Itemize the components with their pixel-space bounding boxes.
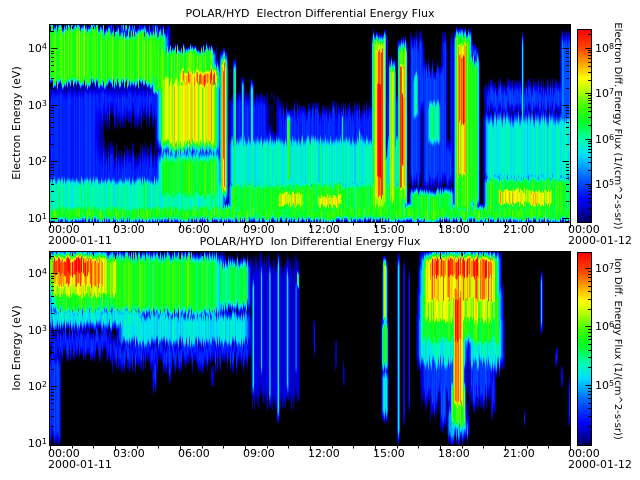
electron-colorbar (578, 30, 591, 222)
x-tick-label: 21:00 (503, 447, 535, 460)
ion-plot-title: POLAR/HYD Ion Differential Energy Flux (199, 235, 421, 248)
colorbar-tick-label: 105 (595, 177, 615, 191)
electron-colorbar-label: Electron Diff. Energy Flux (1/(cm^2-s-sr… (612, 22, 623, 230)
x-date-left: 2000-01-11 (48, 234, 112, 247)
x-tick-label: 12:00 (308, 447, 340, 460)
colorbar-tick-label: 106 (595, 320, 615, 334)
y-tick-label: 104 (27, 266, 47, 280)
x-tick-label: 21:00 (503, 223, 535, 236)
x-tick-label: 06:00 (178, 223, 210, 236)
x-tick-label: 09:00 (243, 223, 275, 236)
ion-spectrogram (50, 252, 570, 445)
x-tick-label: 15:00 (373, 447, 405, 460)
x-tick-label: 12:00 (308, 223, 340, 236)
colorbar-tick-label: 107 (595, 87, 615, 101)
x-date-right: 2000-01-12 (568, 234, 632, 247)
y-tick-label: 104 (27, 41, 47, 55)
y-tick-label: 101 (27, 212, 47, 225)
x-tick-label: 03:00 (113, 447, 145, 460)
electron-spectrogram (50, 25, 570, 222)
x-date-left: 2000-01-11 (48, 458, 112, 471)
colorbar-tick-label: 108 (595, 41, 615, 55)
colorbar-tick-label: 105 (595, 378, 615, 392)
x-tick-label: 00:00 (48, 223, 80, 236)
x-tick-label: 03:00 (113, 223, 145, 236)
electron-plot-title: POLAR/HYD Electron Differential Energy F… (185, 7, 435, 20)
x-tick-label: 18:00 (438, 447, 470, 460)
x-tick-label: 18:00 (438, 223, 470, 236)
x-tick-label: 09:00 (243, 447, 275, 460)
x-tick-label: 00:00 (48, 447, 80, 460)
y-tick-label: 102 (27, 380, 47, 394)
y-tick-label: 102 (27, 155, 47, 169)
x-tick-label: 00:00 (568, 223, 600, 236)
ion-colorbar (578, 253, 591, 445)
y-tick-label: 101 (27, 437, 47, 450)
colorbar-tick-label: 107 (595, 261, 615, 275)
ion-colorbar-label: Ion Diff. Energy Flux (1/(cm^2-s-sr)) (612, 258, 623, 440)
x-date-right: 2000-01-12 (568, 458, 632, 471)
y-tick-label: 103 (27, 323, 47, 337)
x-tick-label: 00:00 (568, 447, 600, 460)
x-tick-label: 15:00 (373, 223, 405, 236)
y-tick-label: 103 (27, 98, 47, 112)
x-tick-label: 06:00 (178, 447, 210, 460)
colorbar-tick-label: 106 (595, 132, 615, 146)
